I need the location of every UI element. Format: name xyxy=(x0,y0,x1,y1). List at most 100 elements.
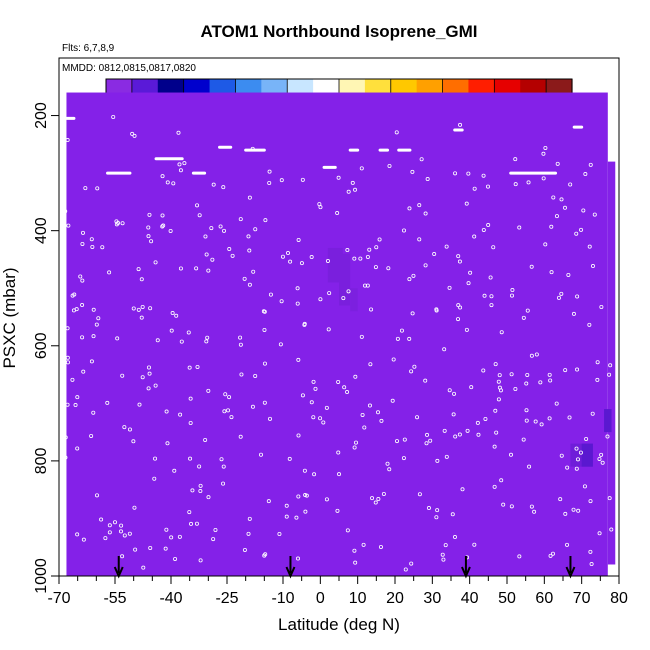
x-axis: -70 -55 -40 -25 -10 0 10 20 30 40 50 60 70 80 xyxy=(47,576,628,607)
observation-point xyxy=(521,437,526,442)
observation-point xyxy=(170,311,175,316)
observation-point xyxy=(221,464,226,469)
observation-point xyxy=(579,227,584,232)
observation-point xyxy=(488,275,493,280)
observation-point xyxy=(435,458,440,463)
observation-point xyxy=(425,177,430,182)
observation-point xyxy=(238,217,243,222)
observation-point xyxy=(115,336,120,341)
observation-point xyxy=(302,468,307,473)
observation-point xyxy=(501,502,506,507)
observation-point xyxy=(130,131,135,136)
observation-point xyxy=(434,515,439,520)
observation-point xyxy=(63,209,68,214)
observation-point xyxy=(559,291,564,296)
field-cell xyxy=(604,409,612,433)
observation-point xyxy=(164,527,169,532)
observation-point xyxy=(472,186,477,191)
observation-point xyxy=(90,244,95,249)
observation-point xyxy=(318,297,323,302)
observation-point xyxy=(425,432,430,437)
observation-point xyxy=(81,537,86,542)
observation-point xyxy=(468,270,473,275)
observation-point xyxy=(153,456,158,461)
observation-point xyxy=(336,379,341,384)
observation-point xyxy=(239,372,244,377)
descent-arrow-head xyxy=(565,566,576,579)
observation-point xyxy=(203,234,208,239)
observation-point xyxy=(497,385,502,390)
observation-point xyxy=(554,214,559,219)
observation-point xyxy=(362,425,367,430)
x-tick-label: 50 xyxy=(498,590,516,607)
observation-point xyxy=(402,437,407,442)
observation-point xyxy=(409,369,414,374)
observation-point xyxy=(608,363,613,368)
observation-point xyxy=(75,446,80,451)
observation-point xyxy=(137,402,142,407)
observation-point xyxy=(153,383,158,388)
observation-point xyxy=(341,296,346,301)
observation-point xyxy=(485,184,490,189)
observation-point xyxy=(326,327,331,332)
observation-point xyxy=(300,177,305,182)
observation-point xyxy=(136,267,141,272)
observation-point xyxy=(120,221,125,226)
observation-point xyxy=(155,338,160,343)
observation-point xyxy=(238,342,243,347)
observation-point xyxy=(509,372,514,377)
y-axis: 1000 800 600 400 200 xyxy=(33,102,59,594)
observation-point xyxy=(63,455,68,460)
observation-point xyxy=(103,536,108,541)
observation-point xyxy=(268,292,273,297)
observation-point xyxy=(149,239,154,244)
observation-point xyxy=(444,454,449,459)
observation-point xyxy=(346,189,351,194)
descent-markers xyxy=(113,556,576,579)
descent-arrow xyxy=(461,556,471,579)
observation-point xyxy=(187,365,192,370)
observation-point xyxy=(89,359,94,364)
field-cell xyxy=(339,253,351,306)
observation-point xyxy=(444,244,449,249)
observation-point xyxy=(548,553,553,558)
observation-point xyxy=(554,401,559,406)
observation-point xyxy=(353,374,358,379)
observation-point xyxy=(136,307,141,312)
observation-point xyxy=(242,276,247,281)
observation-point xyxy=(223,392,228,397)
observation-point xyxy=(556,295,561,300)
observation-point xyxy=(547,372,552,377)
observation-point xyxy=(599,452,604,457)
observation-point xyxy=(122,425,127,430)
observation-point xyxy=(168,228,173,233)
observation-point xyxy=(209,226,214,231)
observation-point xyxy=(267,180,272,185)
observation-point xyxy=(160,213,165,218)
observation-point xyxy=(299,261,304,266)
observation-point xyxy=(263,218,268,223)
observation-point xyxy=(95,186,100,191)
observation-point xyxy=(386,266,391,271)
observation-point xyxy=(447,285,452,290)
observation-point xyxy=(524,418,529,423)
observation-point xyxy=(524,408,529,413)
observation-point xyxy=(171,181,176,186)
observation-point xyxy=(387,164,392,169)
observation-point xyxy=(460,487,465,492)
observation-point xyxy=(574,466,579,471)
observation-point xyxy=(311,379,316,384)
observation-point xyxy=(89,237,94,242)
x-tick-label: 10 xyxy=(349,590,367,607)
descent-arrow xyxy=(113,556,124,579)
observation-point xyxy=(325,258,330,263)
observation-point xyxy=(571,311,576,316)
observation-point xyxy=(517,225,522,230)
observation-point xyxy=(285,251,290,256)
observation-point xyxy=(562,205,567,210)
observation-point xyxy=(229,415,234,420)
observation-points xyxy=(61,114,614,572)
observation-point xyxy=(499,478,504,483)
observation-point xyxy=(160,224,165,229)
